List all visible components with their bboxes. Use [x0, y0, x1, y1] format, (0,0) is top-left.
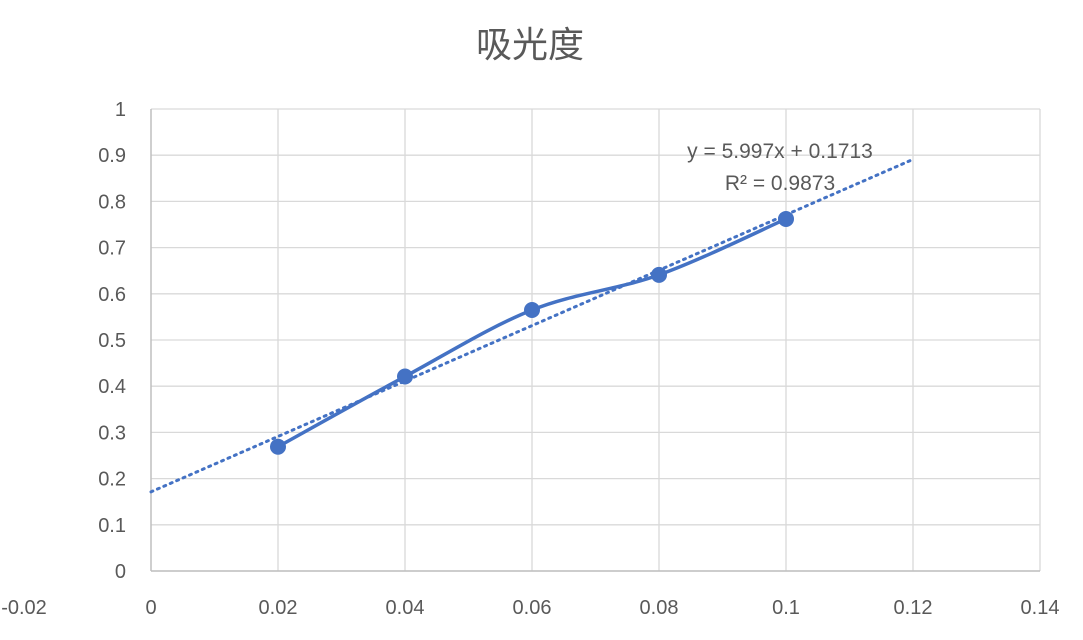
y-tick-label: 0.4	[98, 376, 126, 398]
y-tick-label: 0.7	[98, 238, 126, 260]
y-tick-label: 0.1	[98, 515, 126, 537]
x-tick-label: 0.08	[640, 597, 679, 619]
data-point	[397, 368, 413, 385]
x-tick-label: 0.12	[894, 597, 933, 619]
y-tick-label: 0.2	[98, 469, 126, 491]
series-group	[270, 210, 794, 455]
y-tick-label: 0	[115, 561, 126, 583]
data-point	[651, 266, 667, 283]
y-tick-label: 0.8	[98, 191, 126, 213]
y-tick-label: 0.6	[98, 284, 126, 306]
trendline-r-squared: R² = 0.9873	[725, 172, 835, 195]
x-tick-label: 0.06	[513, 597, 552, 619]
x-tick-labels: -0.02 0 0.02 0.04 0.06 0.08 0.1 0.12 0.14	[1, 597, 1059, 619]
y-tick-label: 0.5	[98, 330, 126, 352]
y-tick-label: 1	[115, 99, 126, 121]
y-tick-labels: 0 0.1 0.2 0.3 0.4 0.5 0.6 0.7 0.8 0.9 1	[98, 99, 126, 583]
x-tick-label: 0	[145, 597, 156, 619]
x-tick-label: 0.1	[772, 597, 800, 619]
data-point	[778, 210, 794, 227]
chart-title: 吸光度	[476, 24, 584, 65]
data-point	[524, 301, 540, 318]
y-tick-label: 0.3	[98, 422, 126, 444]
x-tick-label: 0.04	[386, 597, 425, 619]
gridlines	[150, 108, 1041, 572]
data-point	[270, 438, 286, 455]
x-tick-label: 0.14	[1021, 597, 1060, 619]
trendline-equation: y = 5.997x + 0.1713	[687, 140, 873, 163]
y-tick-label: 0.9	[98, 145, 126, 167]
x-tick-label: 0.02	[259, 597, 298, 619]
x-tick-label: -0.02	[1, 597, 47, 619]
